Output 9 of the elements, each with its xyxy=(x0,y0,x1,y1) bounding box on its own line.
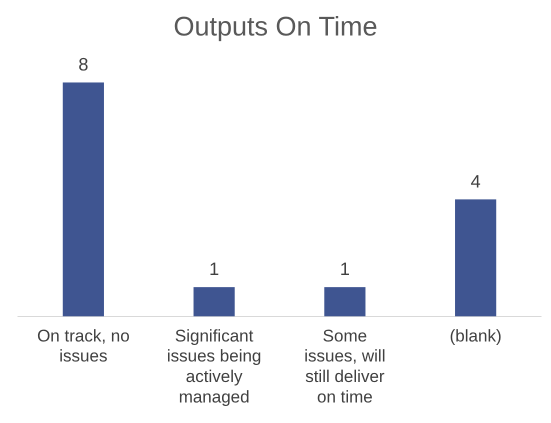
data-label: 1 xyxy=(209,259,220,280)
data-label: 4 xyxy=(470,171,481,192)
data-label: 8 xyxy=(78,54,88,74)
x-tick-label: Significant issues being actively managed xyxy=(166,326,262,406)
x-tick-label: Some issues, will still deliver on time xyxy=(304,326,386,406)
data-label: 1 xyxy=(340,259,350,280)
chart-title: Outputs On Time xyxy=(173,12,378,42)
x-tick-label: On track, no issues xyxy=(37,326,130,366)
x-tick-label: (blank) xyxy=(450,326,502,346)
